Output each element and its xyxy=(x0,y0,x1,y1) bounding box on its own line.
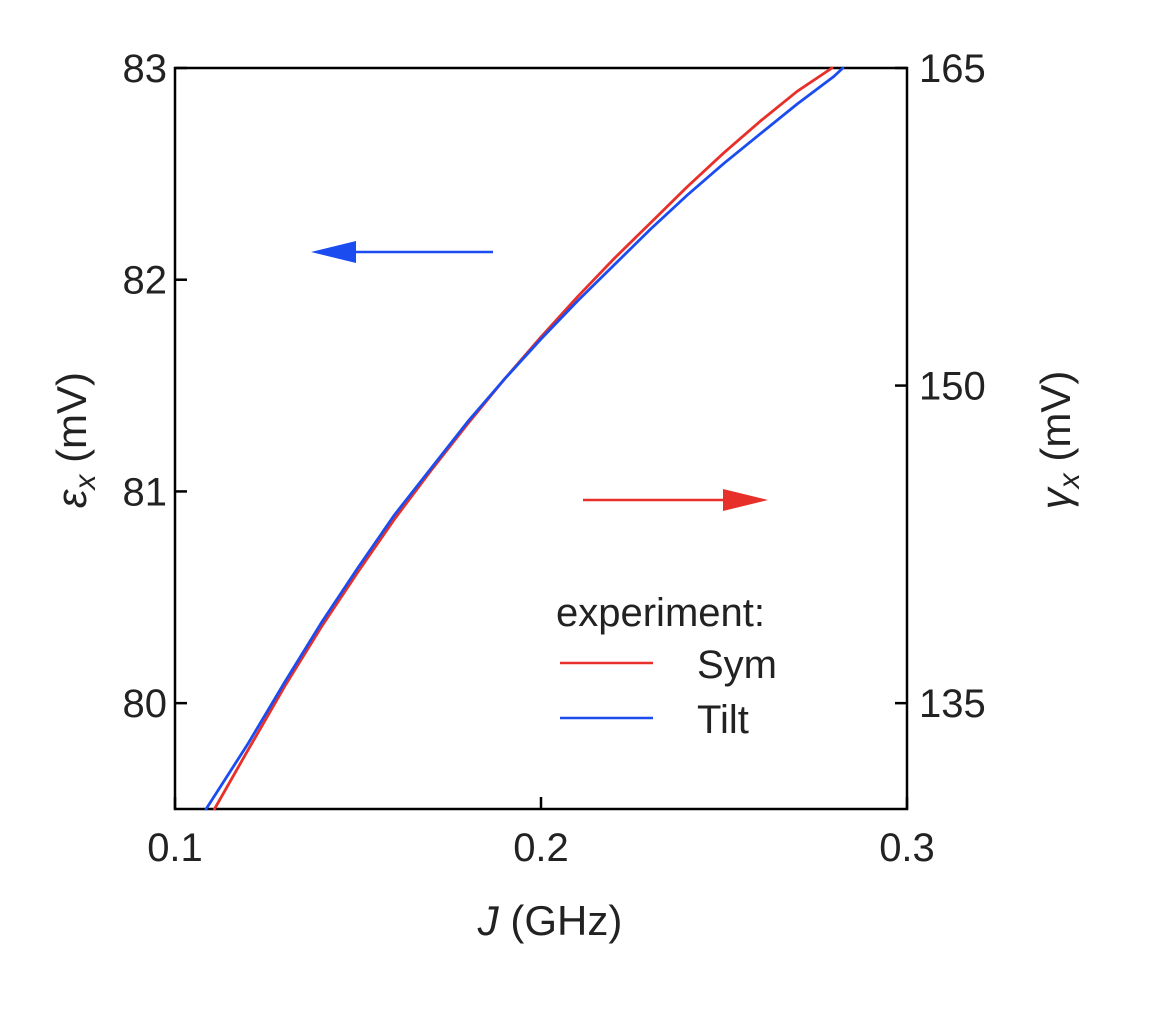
legend: experiment: Sym Tilt xyxy=(556,591,777,742)
x-axis-symbol: J xyxy=(477,897,500,944)
y-right-tick-label: 135 xyxy=(919,682,986,726)
y-left-tick-label: 80 xyxy=(123,682,168,726)
x-tick-label: 0.1 xyxy=(147,826,203,870)
series-line-tilt xyxy=(204,66,845,811)
y-right-tick-label: 150 xyxy=(919,365,986,409)
y-right-axis-sub: x xyxy=(1053,472,1086,490)
y-left-tick-label: 82 xyxy=(123,259,168,303)
legend-label-tilt: Tilt xyxy=(697,698,749,742)
right-axis-arrow-head xyxy=(723,489,768,511)
y-left-axis-label: εx (mV) xyxy=(48,372,102,508)
y-left-tick-label: 81 xyxy=(123,470,168,514)
y-right-tick-label: 165 xyxy=(919,47,986,91)
y-right-axis-label: γx (mV) xyxy=(1032,371,1086,510)
legend-title: experiment: xyxy=(556,591,765,635)
ticks: 0.1 0.2 0.3 80 81 82 83 135 150 165 xyxy=(123,47,986,870)
x-axis-unit: (GHz) xyxy=(499,897,623,944)
left-axis-arrow-head xyxy=(311,241,356,263)
y-right-axis-unit: (mV) xyxy=(1032,371,1079,474)
y-left-axis-unit: (mV) xyxy=(48,372,95,475)
arrows xyxy=(311,241,768,511)
y-right-axis-symbol: γ xyxy=(1032,486,1079,509)
y-left-tick-label: 83 xyxy=(123,47,168,91)
plot-frame xyxy=(173,66,909,811)
series-layer xyxy=(204,66,845,811)
x-tick-label: 0.2 xyxy=(513,826,569,870)
y-left-axis-sub: x xyxy=(69,474,102,492)
y-left-axis-symbol: ε xyxy=(48,489,95,508)
x-tick-label: 0.3 xyxy=(879,826,935,870)
legend-label-sym: Sym xyxy=(697,643,777,687)
x-axis-label: J (GHz) xyxy=(477,897,623,944)
